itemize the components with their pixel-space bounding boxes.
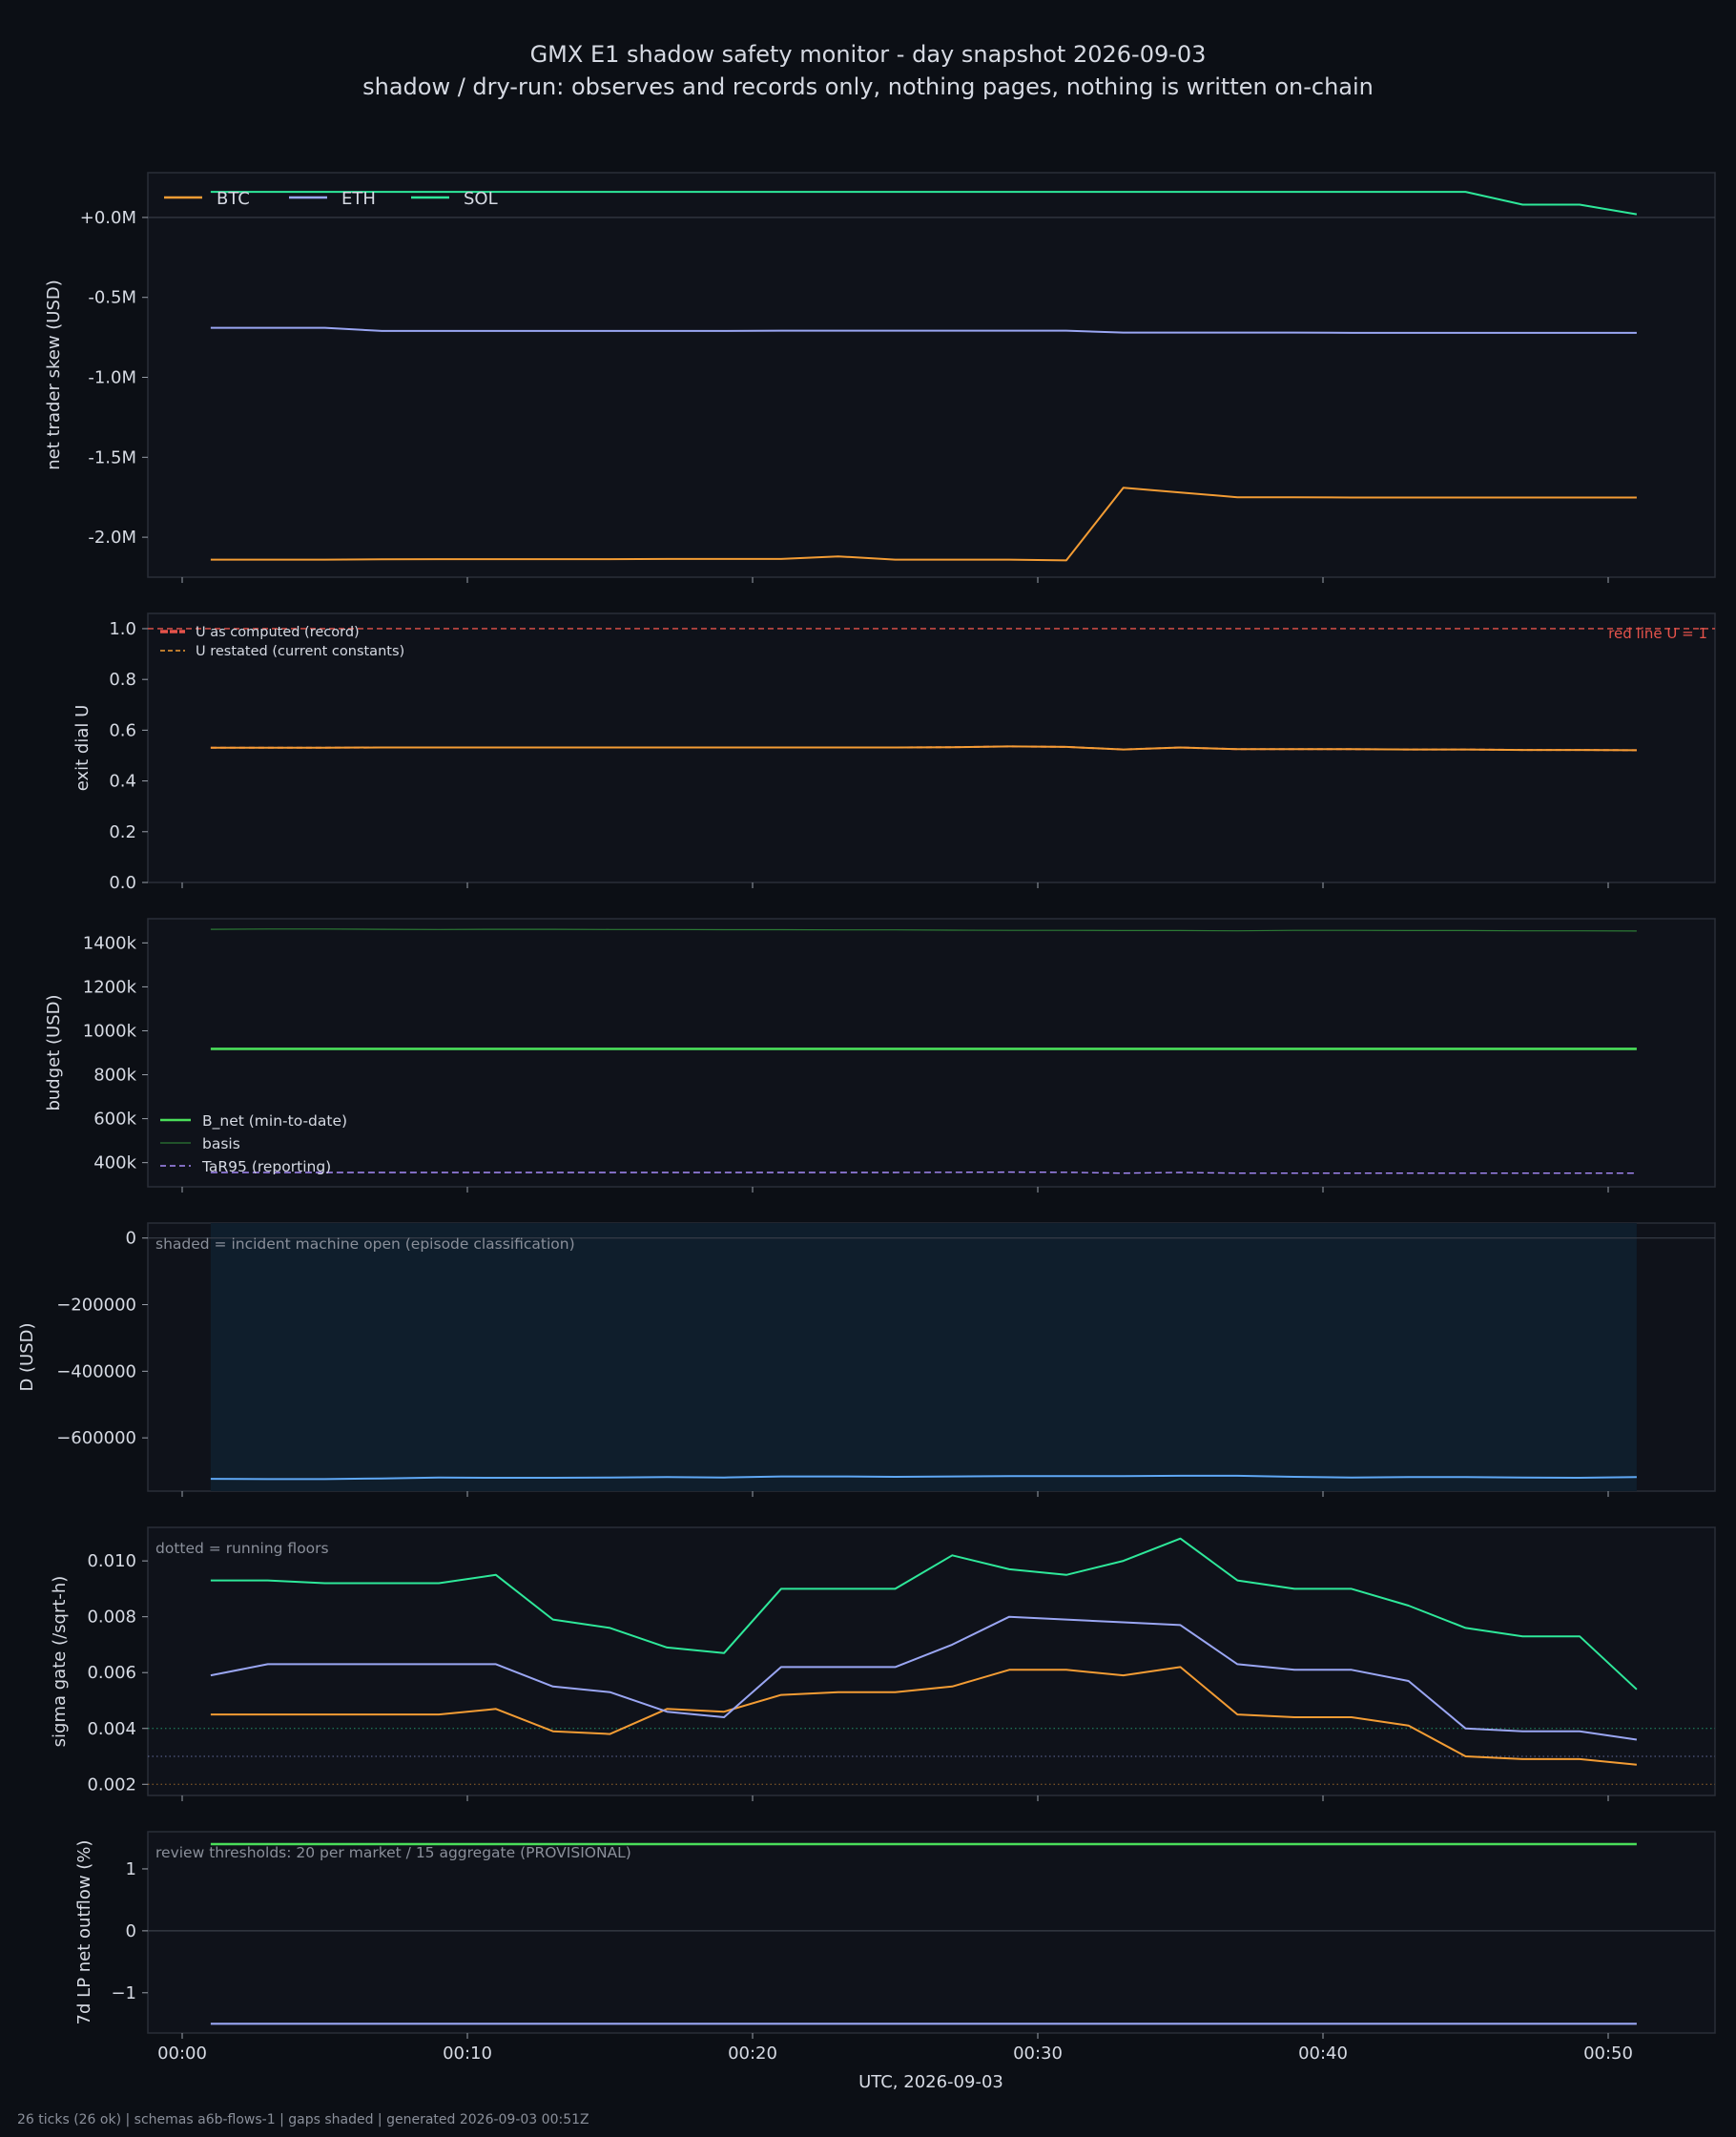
- series-line-sol: [210, 191, 1638, 216]
- y-tick-label: 0.2: [109, 822, 136, 842]
- y-axis-label: exit dial U: [72, 705, 93, 792]
- y-tick-label: 1: [126, 1859, 136, 1879]
- title-block: GMX E1 shadow safety monitor - day snaps…: [0, 38, 1736, 103]
- y-tick-label: 800k: [93, 1066, 136, 1086]
- y-tick-label: 1200k: [83, 977, 137, 997]
- y-tick-label: −600000: [56, 1428, 136, 1448]
- legend-label: SOL: [464, 189, 498, 209]
- y-tick-label: 1.0: [109, 619, 136, 639]
- y-tick-label: 1000k: [83, 1021, 137, 1041]
- y-tick-label: 0.4: [109, 772, 136, 792]
- panel-frame: [147, 918, 1716, 1188]
- y-tick-label: 0: [126, 1921, 136, 1941]
- footer-status: 26 ticks (26 ok) | schemas a6b-flows-1 |…: [17, 2112, 589, 2127]
- panel-frame: [147, 1831, 1716, 2034]
- x-tick-label: 00:30: [1013, 2044, 1063, 2064]
- y-axis-label: 7d LP net outflow (%): [74, 1840, 94, 2025]
- x-tick-label: 00:40: [1298, 2044, 1348, 2064]
- panel-lp: −1 0 1 7d LP net outflow (%) review threshol…: [74, 1831, 1716, 2039]
- legend-label: U restated (current constants): [196, 644, 404, 659]
- y-tick-label: -1.5M: [88, 447, 136, 467]
- x-tick-label: 00:00: [157, 2044, 207, 2064]
- panel-frame: [147, 172, 1716, 578]
- y-axis-label: net trader skew (USD): [44, 280, 64, 470]
- y-axis-label: D (USD): [17, 1322, 37, 1391]
- panel-sigma: 0.002 0.004 0.006 0.008 0.010 sigma gate (/sq…: [50, 1526, 1716, 1801]
- y-tick-label: +0.0M: [80, 208, 136, 228]
- y-tick-label: 0.010: [87, 1551, 136, 1571]
- panel-skew: +0.0M -0.5M -1.0M -1.5M -2.0M net trader skew…: [44, 172, 1716, 583]
- y-tick-label: -0.5M: [88, 288, 136, 308]
- y-tick-label: 0.0: [109, 873, 136, 893]
- incident-shade: [210, 1223, 1637, 1491]
- y-tick-label: 600k: [93, 1110, 136, 1130]
- y-tick-label: 0.8: [109, 670, 136, 690]
- red-line-label: red line U = 1: [1608, 625, 1707, 642]
- legend-label: U as computed (record): [196, 625, 360, 640]
- y-tick-label: 0.002: [87, 1774, 136, 1795]
- series-line-tar95-reporting-: [210, 1171, 1637, 1174]
- series-line-btc: [210, 1666, 1637, 1766]
- x-tick-label: 00:20: [728, 2044, 777, 2064]
- panel-exit: red line U = 1 0.0 0.2 0.4 0.6 0.8 1.0 exit dia…: [72, 612, 1716, 893]
- x-tick-label: 00:50: [1583, 2044, 1633, 2064]
- y-tick-label: -1.0M: [88, 368, 136, 388]
- series-line-btc: [210, 487, 1637, 562]
- y-tick-label: −200000: [56, 1296, 136, 1316]
- y-tick-label: 0.004: [87, 1719, 136, 1739]
- y-tick-label: 0.006: [87, 1663, 136, 1683]
- y-tick-label: -2.0M: [88, 528, 136, 548]
- y-tick-label: 0.008: [87, 1608, 136, 1628]
- y-tick-label: −400000: [56, 1361, 136, 1381]
- chart-title: GMX E1 shadow safety monitor - day snaps…: [529, 41, 1207, 68]
- y-axis-label: budget (USD): [44, 994, 64, 1110]
- y-tick-label: 0.6: [109, 720, 136, 740]
- y-tick-label: −1: [111, 1983, 136, 2003]
- y-axis-label: sigma gate (/sqrt-h): [50, 1576, 70, 1748]
- series-line-eth: [210, 1615, 1638, 1741]
- legend-label: B_net (min-to-date): [202, 1112, 347, 1131]
- panel-budget: 400k 600k 800k 1000k 1200k 1400k budget (USD) B…: [44, 918, 1716, 1193]
- series-line-d: [210, 1474, 1637, 1481]
- y-tick-label: 0: [126, 1229, 136, 1249]
- legend-label: TaR95 (reporting): [201, 1158, 331, 1175]
- x-axis-label: UTC, 2026-09-03: [858, 2072, 1003, 2092]
- series-line-eth: [210, 326, 1637, 334]
- series-line-basis: [210, 928, 1637, 932]
- y-tick-label: 1400k: [83, 933, 137, 953]
- legend-label: ETH: [341, 189, 376, 209]
- chart-subtitle: shadow / dry-run: observes and records o…: [362, 73, 1374, 100]
- panel-annotation: dotted = running floors: [155, 1540, 329, 1557]
- panel-annotation: shaded = incident machine open (episode …: [155, 1235, 575, 1253]
- series-line-u-restated-current-constants-: [210, 745, 1637, 752]
- y-tick-label: 400k: [93, 1153, 136, 1173]
- panel-d: 0 −200000 −400000 −600000 D (USD) shaded = in…: [17, 1222, 1716, 1497]
- x-tick-label: 00:10: [443, 2044, 492, 2064]
- panel-annotation: review thresholds: 20 per market / 15 ag…: [155, 1844, 631, 1861]
- series-line-sol: [210, 1537, 1638, 1691]
- legend-label: basis: [202, 1135, 240, 1152]
- legend-label: BTC: [217, 189, 250, 209]
